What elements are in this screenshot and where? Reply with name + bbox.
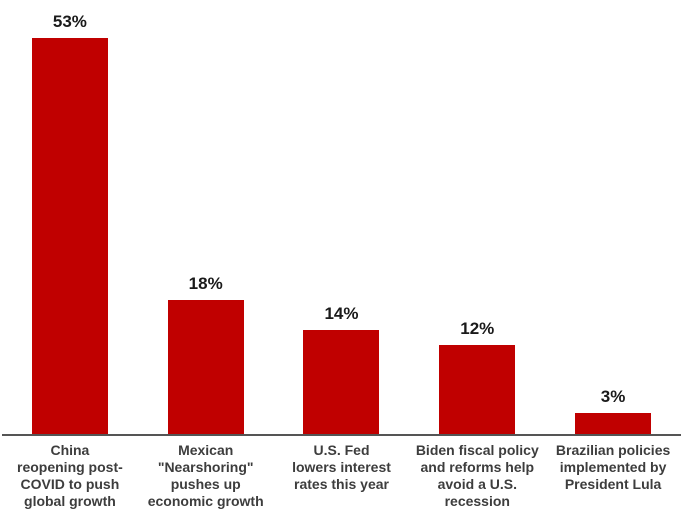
bar (575, 412, 652, 435)
bar-slot: 53% (2, 0, 138, 435)
bar-slot: 14% (274, 0, 410, 435)
bar (31, 37, 108, 435)
bar-slot: 12% (409, 0, 545, 435)
bar (167, 300, 244, 435)
bar-value-label: 12% (460, 319, 495, 338)
bar-value-label: 3% (600, 386, 626, 406)
bar-value-label: 53% (52, 11, 87, 31)
bar-category-label: Biden fiscal policy and reforms help avo… (415, 442, 539, 509)
bar-slot: 18% (138, 0, 274, 435)
plot-area: 53% 18% 14% 12% 3% (2, 0, 681, 435)
bar-category-label: China reopening post- COVID to push glob… (17, 442, 123, 509)
bar-category-label: U.S. Fed lowers interest rates this year (292, 442, 391, 492)
bar-category-label: Brazilian policies implemented by Presid… (555, 442, 671, 492)
bar-value-label: 18% (188, 274, 223, 293)
x-axis-line (2, 434, 681, 436)
bar (303, 330, 380, 435)
bar-category-label: Mexican "Nearshoring" pushes up economic… (147, 442, 264, 509)
bar (439, 345, 516, 435)
bar-value-label: 14% (324, 304, 359, 323)
bar-slot: 3% (545, 0, 681, 435)
category-axis-labels: China reopening post- COVID to push glob… (2, 442, 681, 526)
